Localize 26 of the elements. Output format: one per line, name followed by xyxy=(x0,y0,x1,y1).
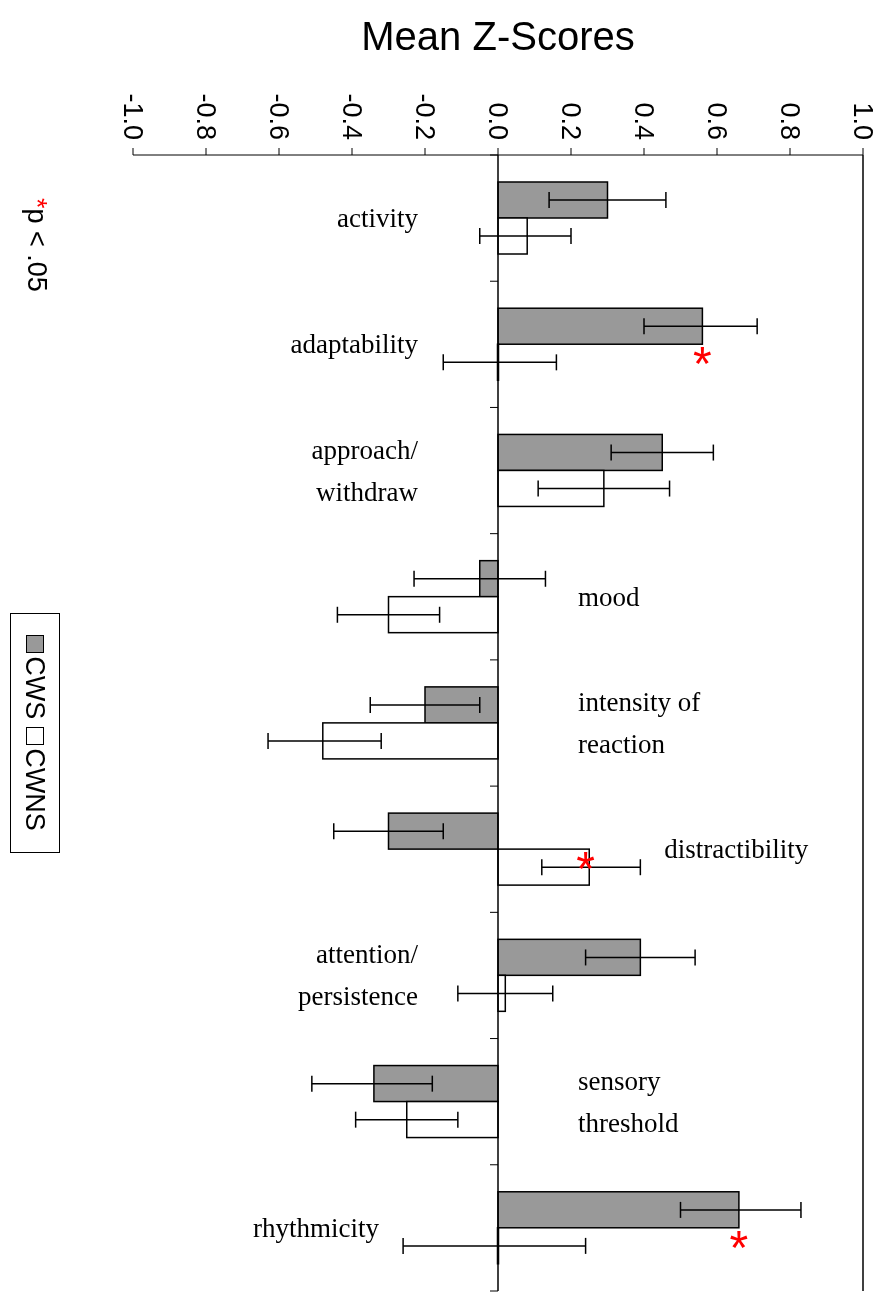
y-tick-label: adaptability xyxy=(290,329,419,360)
x-tick-label: -0.8 xyxy=(191,93,221,140)
y-tick-label: activity xyxy=(337,203,419,234)
y-tick-label: attention/ persistence xyxy=(298,939,419,1012)
x-tick-label: 0.0 xyxy=(483,102,513,140)
x-tick-label: 0.2 xyxy=(556,102,586,140)
y-tick-label: sensory threshold xyxy=(578,1065,679,1138)
x-tick-label: 0.8 xyxy=(775,102,805,140)
x-tick-label: 0.6 xyxy=(702,102,732,140)
y-tick-label: distractibility xyxy=(664,834,809,865)
y-tick-label: mood xyxy=(578,581,640,612)
legend-label: CWS xyxy=(19,655,51,720)
x-tick-label: -0.2 xyxy=(410,93,440,140)
y-tick-label: intensity of reaction xyxy=(578,687,701,759)
y-tick-label: rhythmicity xyxy=(253,1212,380,1243)
x-axis-title: Mean Z-Scores xyxy=(360,14,636,59)
x-tick-label: -0.4 xyxy=(337,93,367,140)
x-tick-label: -1.0 xyxy=(118,93,148,140)
x-tick-label: -0.6 xyxy=(264,93,294,140)
x-tick-label: 0.4 xyxy=(629,102,659,140)
legend-label: CWNS xyxy=(19,747,51,831)
annotation: * xyxy=(729,1220,749,1274)
x-tick-label: 1.0 xyxy=(848,102,878,140)
annotation: * xyxy=(693,337,712,391)
y-tick-label: approach/ withdraw xyxy=(311,434,419,507)
text: *p < .05 xyxy=(21,198,52,294)
